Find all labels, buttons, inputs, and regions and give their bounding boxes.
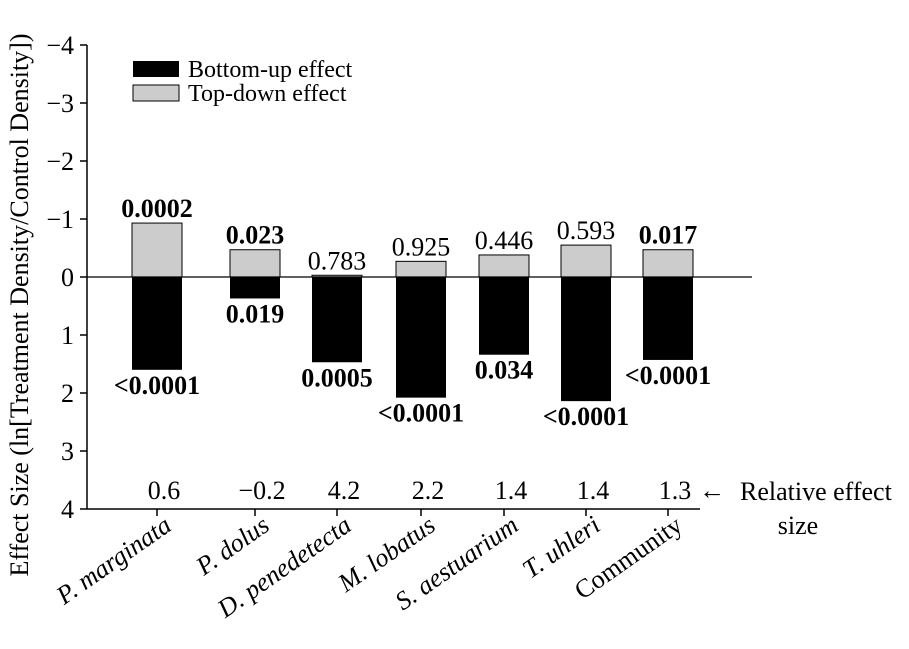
y-tick-label: −4	[46, 31, 74, 60]
y-tick-label: −2	[46, 147, 74, 176]
bar-bottom-up	[230, 277, 280, 299]
bar-bottom-up	[561, 277, 611, 402]
top-down-p-value: 0.446	[475, 226, 534, 255]
y-tick-label: 4	[61, 495, 74, 524]
relative-effect-label-line1: Relative effect	[740, 477, 893, 506]
bar-top-down	[229, 249, 281, 278]
bar-bottom-up	[479, 277, 529, 355]
bottom-up-p-value: 0.019	[226, 299, 285, 328]
relative-effect-arrow: ←	[699, 476, 725, 505]
relative-effect-value: 1.4	[577, 476, 610, 505]
top-down-p-value: 0.783	[308, 246, 367, 275]
y-tick-label: 3	[61, 437, 74, 466]
y-tick-label: −3	[46, 89, 74, 118]
legend: Bottom-up effect Top-down effect	[132, 57, 353, 107]
bottom-up-p-value: 0.0005	[301, 363, 373, 392]
y-tick-label: 0	[61, 263, 74, 292]
bar-top-down	[395, 260, 447, 278]
x-tick-label: P. marginata	[50, 510, 176, 611]
bar-labels: 0.0002 <0.0001 0.023 0.019 0.783 0.0005 0.925 <…	[114, 194, 711, 431]
y-tick-label: 2	[61, 379, 74, 408]
legend-swatch-bottom-up	[133, 61, 179, 77]
bottom-up-p-value: 0.034	[475, 356, 534, 385]
relative-effect-value: 2.2	[412, 476, 445, 505]
bar-top-down	[131, 222, 183, 278]
bottom-up-p-value: <0.0001	[625, 361, 711, 390]
y-axis: −4 −3 −2 −1 0 1 2 3 4	[46, 31, 88, 524]
bar-bottom-up	[132, 277, 182, 370]
relative-effect-value: 0.6	[148, 476, 181, 505]
relative-effect-value: 1.3	[659, 476, 692, 505]
top-down-p-value: 0.023	[226, 221, 285, 250]
y-tick-label: −1	[46, 205, 74, 234]
top-down-p-value: 0.925	[392, 232, 451, 261]
bottom-up-p-value: <0.0001	[378, 399, 464, 428]
relative-effect-value: 4.2	[328, 476, 361, 505]
top-down-p-value: 0.0002	[121, 194, 193, 223]
bar-top-down	[560, 244, 612, 278]
y-tick-label: 1	[61, 321, 74, 350]
bar-bottom-up	[396, 277, 446, 398]
bar-bottom-up	[312, 277, 362, 363]
y-axis-label: Effect Size (ln[Treatment Density/Contro…	[5, 33, 34, 576]
relative-effect-value: −0.2	[238, 476, 285, 505]
bar-top-down	[642, 249, 694, 278]
relative-effect-value: 1.4	[495, 476, 528, 505]
relative-effect-row: ← Relative effect size 0.6 −0.2 4.2 2.2 1.4 1…	[148, 476, 893, 540]
bar-bottom-up	[643, 277, 693, 360]
bars	[87, 222, 752, 402]
legend-label-bottom-up: Bottom-up effect	[188, 57, 353, 83]
bar-top-down	[478, 254, 530, 278]
legend-label-top-down: Top-down effect	[188, 81, 347, 107]
relative-effect-label-line2: size	[778, 511, 818, 540]
bottom-up-p-value: <0.0001	[114, 371, 200, 400]
bottom-up-p-value: <0.0001	[543, 402, 629, 431]
top-down-p-value: 0.017	[639, 221, 698, 250]
legend-swatch-top-down	[132, 84, 180, 102]
top-down-p-value: 0.593	[557, 216, 616, 245]
